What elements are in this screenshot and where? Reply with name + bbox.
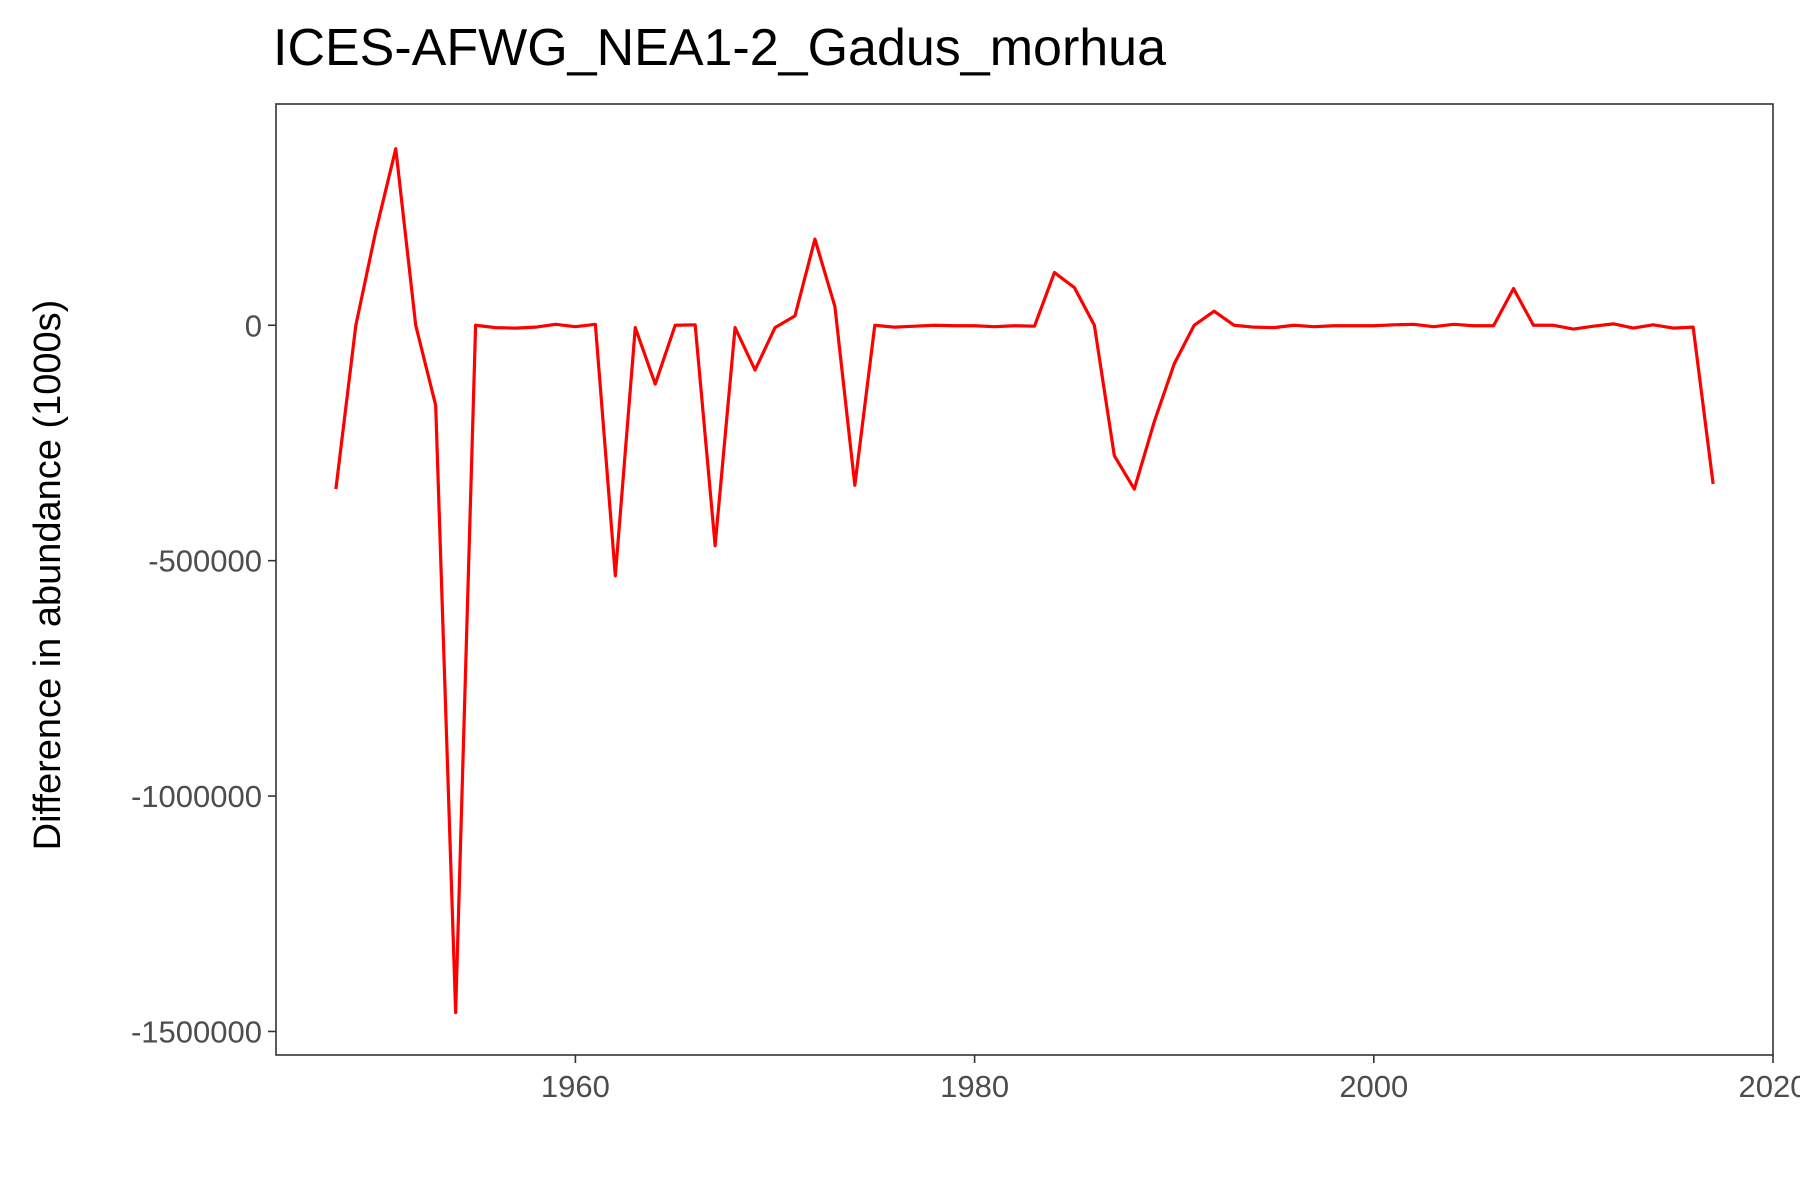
x-tick-label: 1960: [541, 1069, 610, 1104]
x-tick-label: 1980: [940, 1069, 1009, 1104]
x-tick-label: 2000: [1339, 1069, 1408, 1104]
y-tick-label: -1000000: [131, 779, 262, 814]
y-tick-label: -1500000: [131, 1014, 262, 1049]
series-line: [334, 147, 1715, 1015]
x-tick-label: 2020: [1739, 1069, 1800, 1104]
panel-border: [275, 103, 1774, 1056]
plot-area: [334, 147, 1715, 1015]
chart-title: ICES-AFWG_NEA1-2_Gadus_morhua: [273, 19, 1167, 77]
y-axis-title: Difference in abundance (1000s): [27, 300, 69, 851]
y-tick-label: 0: [245, 308, 262, 343]
axes: 1960 1980 2000 2020 0 -500000 -1000000 -1500000: [131, 103, 1800, 1104]
y-tick-label: -500000: [148, 544, 262, 579]
